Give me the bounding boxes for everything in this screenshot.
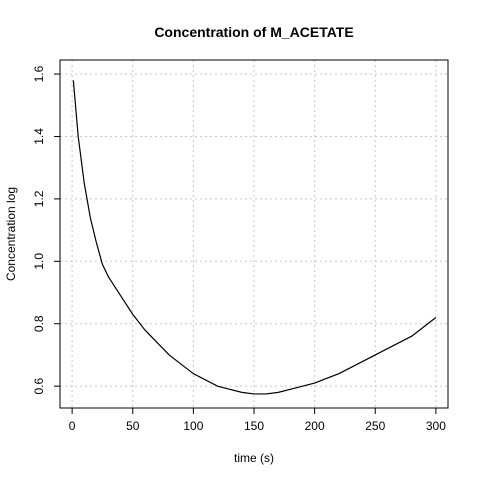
x-tick-label: 250 [365,419,385,433]
chart-title: Concentration of M_ACETATE [154,24,353,40]
y-tick-label: 1.0 [32,253,46,270]
x-axis-label: time (s) [234,451,274,465]
series-line [72,80,437,395]
x-tick-label: 100 [183,419,203,433]
y-tick-label: 0.8 [32,315,46,332]
x-tick-label: 0 [69,419,76,433]
y-tick-label: 1.6 [32,65,46,82]
x-tick-label: 150 [244,419,264,433]
y-axis-label: Concentration log [4,187,18,281]
x-tick-label: 200 [305,419,325,433]
y-tick-label: 1.2 [32,190,46,207]
grid [60,60,448,408]
y-tick-label: 1.4 [32,128,46,145]
x-tick-label: 50 [126,419,140,433]
y-tick-label: 0.6 [32,377,46,394]
x-axis: 0 50 100 150 200 250 300 [69,408,446,433]
y-axis: 0.6 0.8 1.0 1.2 1.4 1.6 [32,65,60,394]
x-tick-label: 300 [426,419,446,433]
